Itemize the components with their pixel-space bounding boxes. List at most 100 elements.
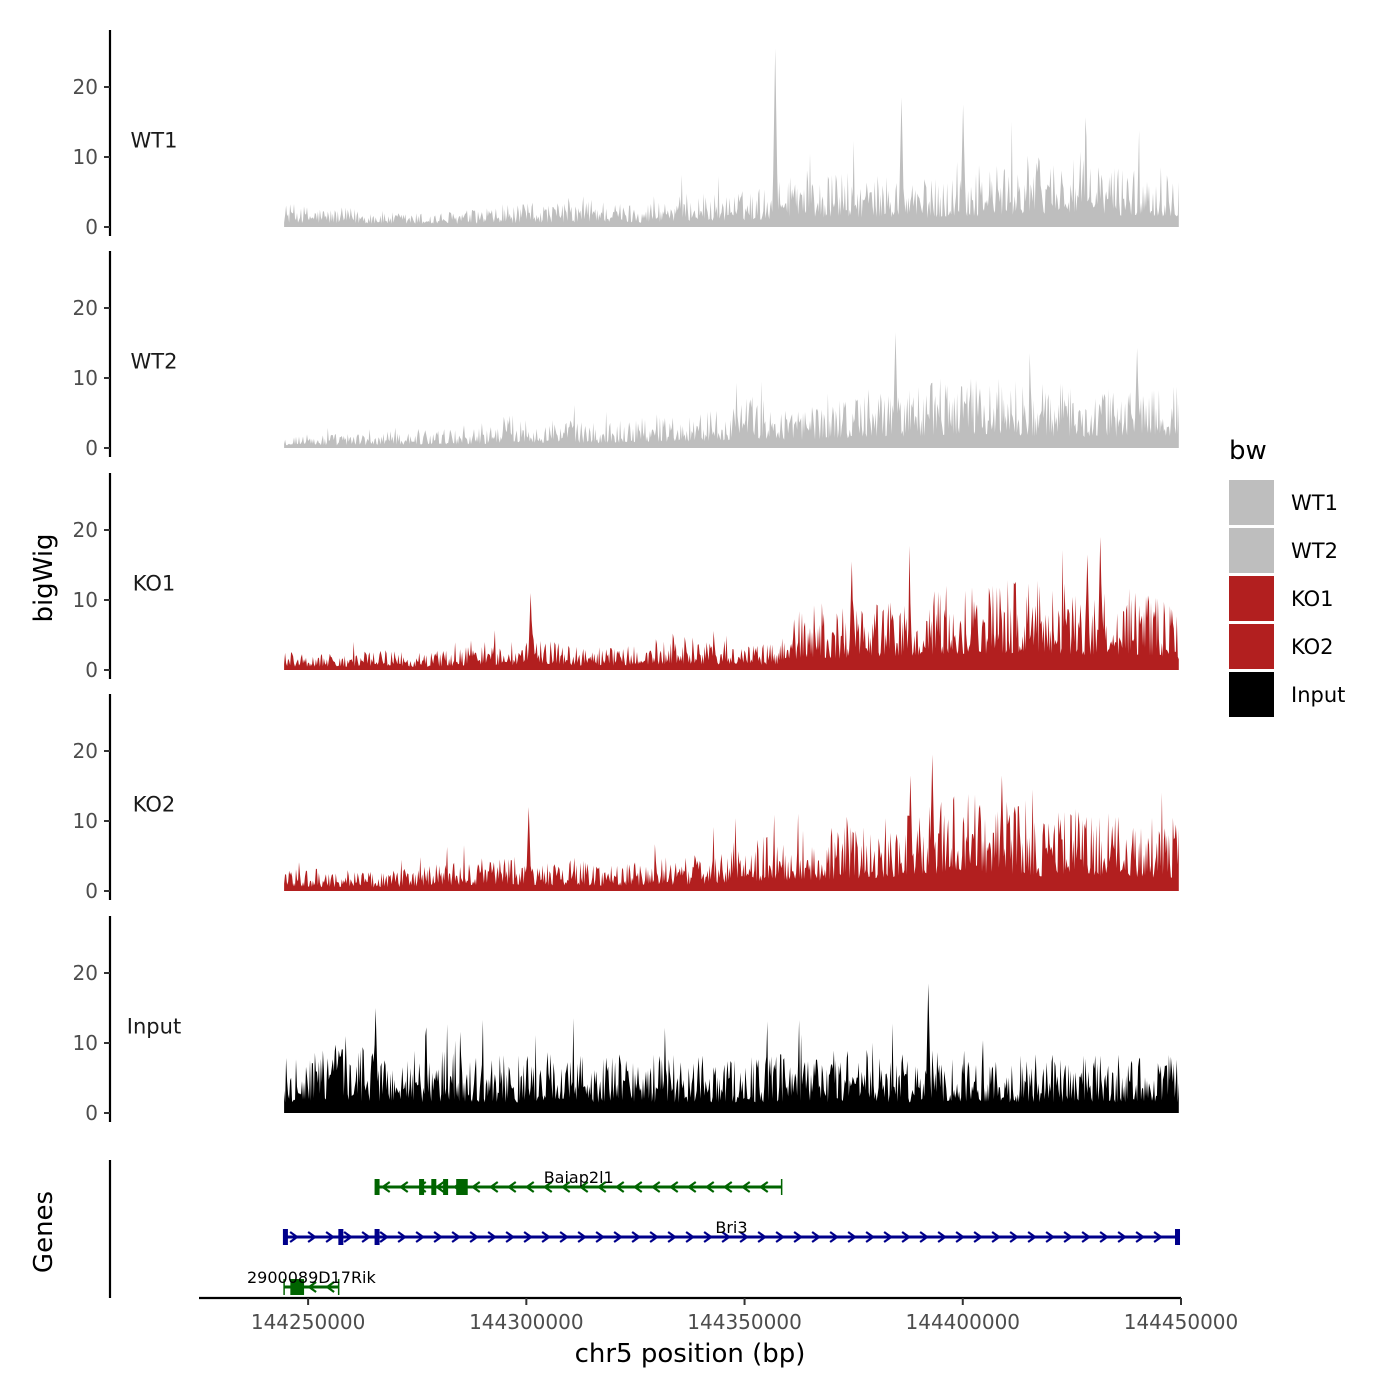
strand-arrow — [487, 1231, 497, 1243]
legend-swatch — [1229, 672, 1274, 717]
exon — [443, 1179, 449, 1195]
track-label: WT1 — [131, 129, 178, 153]
exon — [299, 1279, 305, 1295]
exon — [290, 1279, 296, 1295]
strand-arrow — [668, 1181, 679, 1193]
strand-arrow — [1099, 1231, 1110, 1243]
strand-arrow — [685, 1231, 695, 1243]
strand-arrow — [757, 1231, 767, 1243]
strand-arrow — [919, 1231, 929, 1243]
strand-arrow — [704, 1181, 715, 1193]
strand-arrow — [901, 1231, 911, 1243]
signal-tracks: 0 10 20 WT1 0 10 20 WT2 0 10 20 KO1 0 10 20 KO2 0 10 20 Inp… — [73, 30, 1179, 1125]
strand-arrow — [686, 1181, 697, 1193]
strand-arrow — [721, 1231, 731, 1243]
exon — [1175, 1229, 1181, 1245]
track-label: Input — [127, 1015, 181, 1039]
strand-arrow — [523, 1231, 533, 1243]
track-ko1: 0 10 20 KO1 — [73, 473, 1179, 682]
strand-arrow — [1009, 1231, 1020, 1243]
y-tick-label: 20 — [73, 75, 98, 99]
strand-arrow — [577, 1231, 587, 1243]
legend-swatch — [1229, 624, 1274, 669]
strand-arrow — [469, 1231, 479, 1243]
strand-arrow — [343, 1231, 353, 1243]
strand-arrow — [433, 1231, 443, 1243]
strand-arrow — [955, 1231, 965, 1243]
legend-label: KO2 — [1291, 635, 1334, 659]
track-wt1: 0 10 20 WT1 — [73, 30, 1179, 239]
strand-arrow — [488, 1181, 499, 1193]
strand-arrow — [1063, 1231, 1074, 1243]
strand-arrow — [542, 1181, 553, 1193]
strand-arrow — [325, 1231, 335, 1243]
strand-arrow — [883, 1231, 893, 1243]
strand-arrow — [632, 1181, 643, 1193]
track-input: 0 10 20 Input — [73, 916, 1179, 1125]
exon — [374, 1179, 380, 1195]
strand-arrow — [793, 1231, 803, 1243]
x-axis: 144250000 144300000 144350000 144400000 1444… — [199, 1296, 1238, 1334]
strand-arrow — [596, 1181, 607, 1193]
y-tick-label: 10 — [73, 1031, 98, 1055]
strand-arrow — [1027, 1231, 1038, 1243]
strand-arrow — [631, 1231, 641, 1243]
gene-label: 2900089D17Rik — [247, 1268, 377, 1287]
track-wt2: 0 10 20 WT2 — [73, 251, 1179, 460]
strand-arrow — [307, 1281, 317, 1293]
y-tick-label: 0 — [85, 436, 98, 460]
strand-arrow — [667, 1231, 677, 1243]
y-tick-label: 0 — [85, 1101, 98, 1125]
track-ko2: 0 10 20 KO2 — [73, 694, 1179, 903]
legend: bw WT1 WT2 KO1 KO2 Input — [1229, 436, 1345, 717]
strand-arrow — [973, 1231, 983, 1243]
y-tick-label: 10 — [73, 809, 98, 833]
strand-arrow — [451, 1231, 461, 1243]
y-tick-label: 10 — [73, 588, 98, 612]
strand-arrow — [775, 1231, 785, 1243]
strand-arrow — [506, 1181, 517, 1193]
coverage-area-wt2 — [284, 332, 1179, 448]
y-tick-label: 20 — [73, 518, 98, 542]
legend-swatch — [1229, 480, 1274, 525]
legend-label: KO1 — [1291, 587, 1334, 611]
x-tick-label: 144400000 — [906, 1310, 1021, 1334]
legend-swatch — [1229, 528, 1274, 573]
gene-baiap2l1: Baiap2l1 — [374, 1168, 783, 1195]
legend-label: WT2 — [1291, 539, 1338, 563]
strand-arrow — [397, 1231, 407, 1243]
legend-swatch — [1229, 576, 1274, 621]
strand-arrow — [991, 1231, 1001, 1243]
gene-axis-title: Genes — [29, 1191, 59, 1273]
strand-arrow — [847, 1231, 857, 1243]
strand-arrow — [434, 1181, 445, 1193]
x-tick-label: 144350000 — [687, 1310, 802, 1334]
strand-arrow — [505, 1231, 515, 1243]
strand-arrow — [649, 1231, 659, 1243]
exon — [419, 1179, 425, 1195]
track-label: KO2 — [133, 793, 176, 817]
strand-arrow — [937, 1231, 947, 1243]
strand-arrow — [560, 1181, 571, 1193]
y-tick-label: 10 — [73, 366, 98, 390]
exon — [282, 1229, 288, 1245]
y-tick-label: 0 — [85, 215, 98, 239]
y-axis-title: bigWig — [29, 533, 59, 622]
strand-arrow — [361, 1231, 371, 1243]
strand-arrow — [758, 1181, 769, 1193]
strand-arrow — [541, 1231, 551, 1243]
gene-label: Baiap2l1 — [544, 1168, 614, 1187]
y-tick-label: 20 — [73, 296, 98, 320]
strand-arrow — [865, 1231, 875, 1243]
gene-bri3: Bri3 — [282, 1218, 1181, 1245]
strand-arrow — [614, 1181, 625, 1193]
strand-arrow — [1135, 1231, 1146, 1243]
x-tick-label: 144300000 — [469, 1310, 584, 1334]
strand-arrow — [1081, 1231, 1092, 1243]
exon — [462, 1179, 468, 1195]
strand-arrow — [739, 1231, 749, 1243]
strand-arrow — [325, 1281, 335, 1293]
exon — [338, 1229, 344, 1245]
gene-track: Baiap2l1 Bri3 2900089D17Rik — [108, 1160, 1181, 1298]
